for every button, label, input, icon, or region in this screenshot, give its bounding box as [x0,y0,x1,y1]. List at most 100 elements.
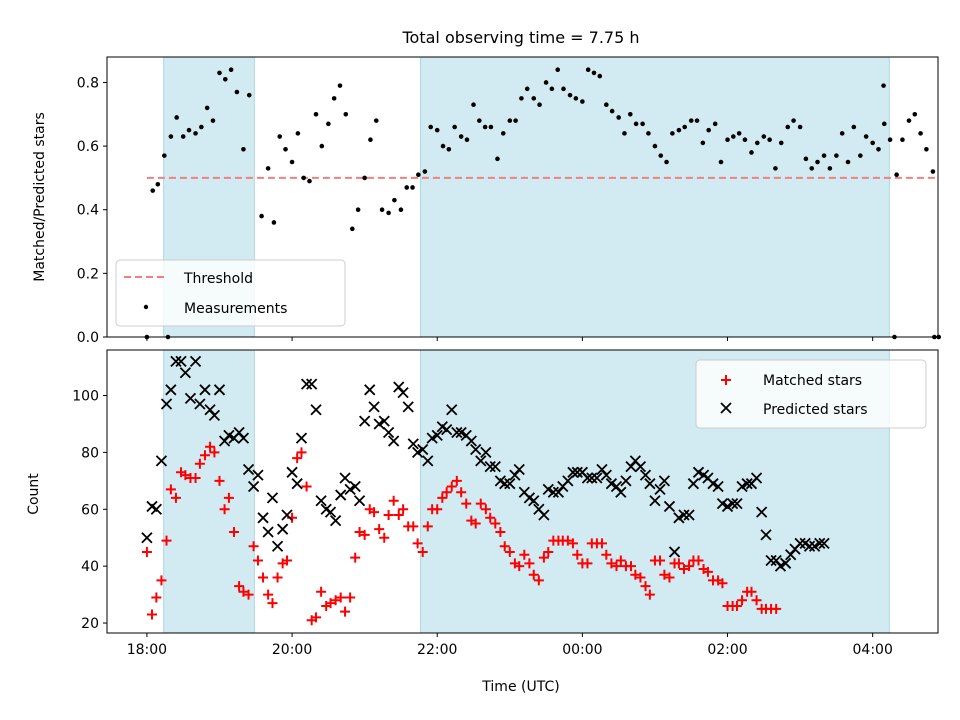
predicted-star-point [620,475,632,487]
matched-star-point [379,532,390,543]
measurement-point [301,175,306,181]
predicted-star-point [189,355,202,368]
predicted-star-point [300,378,313,390]
predicted-star-point [339,472,351,484]
measurement-point [924,146,929,152]
matched-star-point [582,558,593,569]
measurement-point [373,118,379,123]
shaded-region [163,349,255,634]
measurement-point [362,175,367,181]
x-tick-label: 04:00 [853,642,893,658]
measurement-point [561,86,566,92]
predicted-star-point [600,469,612,481]
measurement-point [428,124,433,130]
matched-star-point [533,575,544,586]
predicted-star-point [170,355,182,368]
matched-star-point [398,504,409,515]
matched-star-point [432,504,443,515]
matched-star-point [456,487,467,498]
matched-star-point [161,535,172,546]
matched-star-point [771,603,782,614]
measurement-point [567,92,573,98]
predicted-star-point [165,384,177,396]
measurement-point [337,83,343,88]
predicted-star-point [785,549,797,561]
matched-star-point [693,555,704,566]
measurement-point [754,140,760,146]
measurement-point [319,143,325,149]
measurement-point [452,124,457,130]
top-plot-frame [106,56,939,338]
measurement-point [199,124,204,130]
measurement-point [845,159,851,165]
predicted-star-point [417,443,429,456]
matched-star-point [408,521,419,532]
measurement-point [277,134,283,139]
matched-legend-label: Matched stars [763,373,862,389]
measurement-point [265,166,271,171]
measurement-point [652,143,658,149]
measurement-point [458,134,464,139]
predicted-star-point [528,495,540,507]
measurement-point [228,67,234,73]
predicted-star-point [276,523,289,535]
measurement-point [204,105,210,111]
matched-star-point [567,538,578,549]
predicted-star-point [615,486,627,498]
predicted-star-point [286,466,298,478]
measurement-point [217,70,222,76]
measurement-point [876,146,881,152]
measurement-point [343,111,349,117]
measurement-point [815,159,820,165]
matched-star-point [601,549,612,560]
measurement-point [162,153,167,158]
measurement-point [186,127,192,133]
y-tick-label: 80 [81,445,99,461]
predicted-legend-label: Predicted stars [763,402,868,418]
predicted-star-point [639,469,652,481]
y-tick-label: 20 [81,616,99,632]
matched-star-point [684,561,695,572]
matched-star-point [737,595,748,606]
matched-star-point [354,527,365,538]
measurement-point [289,159,295,165]
matched-star-point [359,529,370,540]
measurement-point [870,140,875,146]
measurement-point [331,96,337,101]
matched-star-point [383,509,394,520]
measurement-point [464,137,470,143]
matched-star-point [678,564,689,575]
measurement-point [839,131,845,136]
predicted-star-point [581,472,594,484]
predicted-star-point [770,554,782,567]
measurement-point [150,188,156,193]
matched-star-point [655,555,666,566]
matched-star-point [234,581,245,592]
predicted-star-point [779,557,792,569]
measurement-point [222,76,228,82]
measurement-point [609,108,615,114]
predicted-star-point [760,529,772,541]
y-tick-label: 40 [81,559,99,575]
measurement-point [313,111,319,117]
matched-star-point [514,561,525,572]
predicted-star-point [668,546,681,558]
matched-star-point [258,572,269,583]
predicted-legend-swatch [720,402,732,414]
chart-title: Total observing time = 7.75 h [401,28,639,47]
matched-star-point [572,549,583,560]
matched-star-point [199,450,210,461]
matched-star-point [499,541,510,552]
predicted-star-point [368,401,380,413]
predicted-star-point [513,463,525,476]
predicted-star-point [538,509,550,521]
predicted-star-point [489,460,501,473]
predicted-star-point [431,429,443,441]
predicted-star-point [199,384,211,396]
matched-star-point [480,504,491,515]
predicted-star-point [687,478,700,490]
matched-star-point [615,555,626,566]
predicted-star-point [397,387,409,399]
matched-star-point [146,609,157,620]
